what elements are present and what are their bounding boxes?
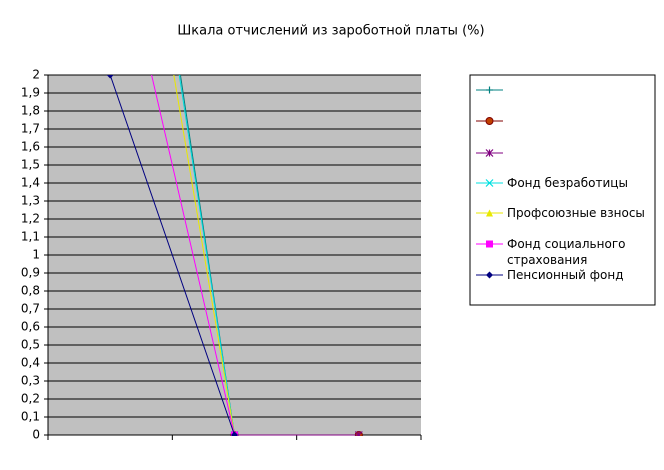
- y-tick-label: 0,2: [21, 392, 40, 406]
- marker-stroke: [485, 179, 494, 187]
- y-tick-label: 0,7: [21, 302, 40, 316]
- legend-label-box: Профсоюзные взносы: [507, 206, 645, 220]
- legend-box: [469, 74, 656, 306]
- chart-title: Шкала отчислений из зароботной платы (%): [177, 24, 484, 39]
- legend-label: Фонд безработицы: [507, 176, 628, 190]
- y-tick-label: 1,8: [21, 104, 40, 118]
- y-tick-label: 1,7: [21, 122, 40, 136]
- y-tick-label: 1,9: [21, 86, 40, 100]
- plot-layer: [106, 75, 363, 436]
- marker-shape: [231, 431, 238, 436]
- legend-label: Пенсионный фонд: [507, 268, 624, 282]
- marker: [486, 86, 493, 94]
- marker: [485, 117, 494, 125]
- marker: [486, 209, 493, 217]
- y-tick-label: 0,9: [21, 266, 40, 280]
- legend-label-box: Фонд социального страхования: [507, 237, 626, 267]
- legend-label-box: Пенсионный фонд: [507, 268, 624, 282]
- y-tick-label: 0,3: [21, 374, 40, 388]
- marker-shape: [486, 209, 493, 217]
- y-tick-label: 0: [32, 428, 40, 442]
- y-tick-label: 1,5: [21, 158, 40, 172]
- y-tick-label: 1,3: [21, 194, 40, 208]
- y-tick-label: 0,4: [21, 356, 40, 370]
- marker: [486, 271, 493, 279]
- legend-label-box: Фонд безработицы: [507, 176, 628, 190]
- marker: [231, 431, 238, 436]
- y-tick-label: 1: [32, 248, 40, 262]
- y-tick-label: 1,2: [21, 212, 40, 226]
- series-line: [109, 75, 235, 436]
- series-line: [151, 75, 235, 436]
- marker: [106, 75, 114, 79]
- y-tick-label: 1,1: [21, 230, 40, 244]
- y-tick-label: 0,8: [21, 284, 40, 298]
- legend-label: Профсоюзные взносы: [507, 206, 645, 220]
- y-tick-label: 2: [32, 68, 40, 82]
- marker: [485, 149, 494, 157]
- marker: [486, 240, 493, 248]
- marker-shape: [106, 75, 114, 79]
- marker-shape: [486, 240, 493, 248]
- y-tick-label: 0,1: [21, 410, 40, 424]
- y-tick-label: 0,5: [21, 338, 40, 352]
- marker-shape: [485, 117, 494, 125]
- y-tick-label: 0,6: [21, 320, 40, 334]
- y-tick-label: 1,6: [21, 140, 40, 154]
- y-tick-label: 1,4: [21, 176, 40, 190]
- series-line: [173, 75, 235, 436]
- series-line: [178, 75, 235, 436]
- legend-label: Фонд социального страхования: [507, 237, 626, 267]
- marker-shape: [486, 271, 493, 279]
- marker: [485, 179, 494, 187]
- marker: [354, 431, 363, 436]
